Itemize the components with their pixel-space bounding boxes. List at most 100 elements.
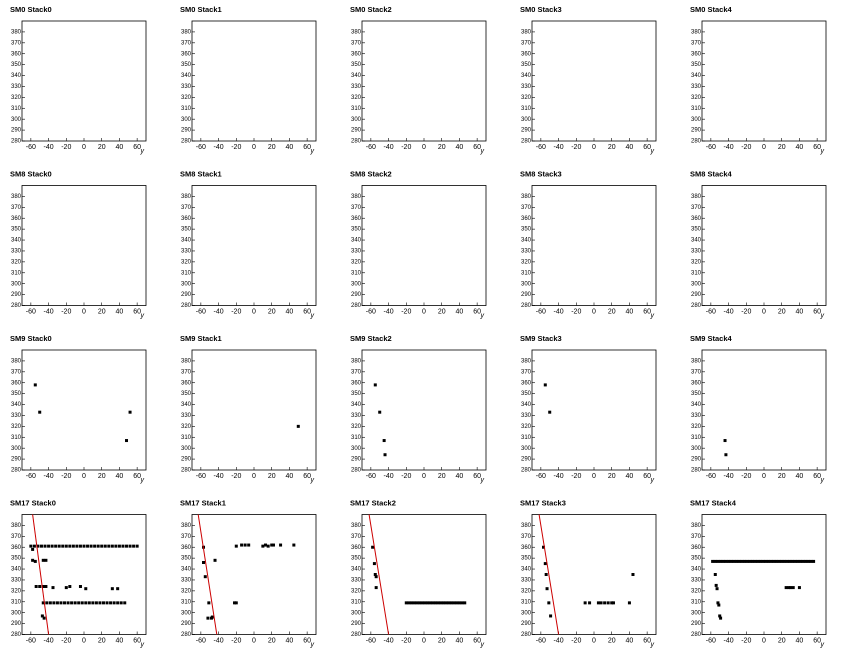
y-tick-label: 350: [11, 62, 22, 68]
hit-point: [737, 559, 741, 563]
y-tick-label: 290: [11, 621, 22, 627]
y-tick-label: 320: [351, 95, 362, 101]
plot-frame: [21, 349, 147, 471]
y-tick-label: 330: [11, 578, 22, 584]
y-tick-label: 310: [691, 270, 702, 276]
x-tick-label: 60: [303, 144, 311, 151]
hit-point: [806, 559, 810, 563]
hit-point: [44, 558, 48, 562]
y-tick-label: 330: [691, 84, 702, 90]
y-tick-label: 330: [521, 578, 532, 584]
x-axis-label: y: [310, 148, 315, 155]
x-tick-label: 40: [456, 473, 464, 480]
hit-point: [431, 601, 435, 605]
y-tick-label: 350: [351, 556, 362, 562]
x-tick-label: -20: [61, 473, 71, 480]
hit-point: [296, 424, 300, 428]
x-tick-label: -60: [366, 144, 376, 151]
hit-point: [66, 601, 70, 605]
hit-point: [772, 559, 776, 563]
hit-point: [787, 586, 791, 590]
hit-point: [57, 544, 61, 548]
y-tick-label: 350: [11, 227, 22, 233]
hit-point: [84, 601, 88, 605]
hit-point: [54, 544, 58, 548]
hit-point: [86, 544, 90, 548]
y-tick-label: 370: [691, 369, 702, 375]
hit-point: [789, 586, 793, 590]
x-tick-label: -60: [26, 473, 36, 480]
y-tick-label: 310: [181, 270, 192, 276]
x-tick-label: -60: [366, 637, 376, 644]
hit-point: [96, 544, 100, 548]
hit-point: [610, 601, 614, 605]
y-tick-label: 280: [11, 139, 22, 145]
y-tick-label: 280: [181, 303, 192, 309]
x-tick-label: -20: [741, 144, 751, 151]
y-tick-label: 320: [691, 95, 702, 101]
y-tick-label: 370: [521, 40, 532, 46]
y-tick-label: 290: [691, 128, 702, 134]
hit-point: [423, 601, 427, 605]
y-tick-label: 320: [11, 259, 22, 265]
x-tick-label: -20: [741, 637, 751, 644]
hit-point: [240, 543, 244, 547]
y-tick-label: 350: [181, 227, 192, 233]
hit-point: [548, 410, 552, 414]
hit-point: [717, 603, 721, 607]
y-tick-label: 380: [351, 523, 362, 529]
y-tick-label: 320: [351, 588, 362, 594]
x-tick-label: 60: [473, 308, 481, 315]
hit-point: [545, 587, 549, 591]
hit-point: [415, 601, 419, 605]
x-tick-label: -40: [44, 473, 54, 480]
hit-point: [758, 559, 762, 563]
hit-point: [727, 559, 731, 563]
hit-point: [55, 601, 59, 605]
y-tick-label: 350: [691, 62, 702, 68]
hit-point: [603, 601, 607, 605]
plot-frame: [701, 20, 827, 142]
hit-point: [43, 544, 47, 548]
hit-point: [780, 559, 784, 563]
y-tick-label: 340: [11, 567, 22, 573]
hit-point: [713, 573, 717, 576]
y-tick-label: 380: [11, 29, 22, 35]
x-tick-label: -20: [231, 308, 241, 315]
x-tick-label: -20: [571, 308, 581, 315]
hit-point: [543, 562, 547, 566]
hit-point: [455, 601, 459, 605]
hit-point: [213, 558, 217, 562]
y-tick-label: 380: [11, 358, 22, 364]
y-tick-label: 290: [11, 292, 22, 298]
y-tick-label: 370: [521, 369, 532, 375]
x-tick-label: 40: [456, 637, 464, 644]
y-tick-label: 310: [351, 106, 362, 112]
y-tick-label: 310: [521, 106, 532, 112]
y-tick-label: 360: [181, 216, 192, 222]
y-tick-label: 290: [351, 457, 362, 463]
hit-point: [51, 586, 55, 590]
x-tick-label: 60: [133, 637, 141, 644]
y-tick-label: 370: [521, 534, 532, 540]
x-tick-label: 0: [762, 473, 766, 480]
y-tick-label: 320: [351, 424, 362, 430]
hit-point: [73, 601, 77, 605]
x-tick-label: 60: [133, 144, 141, 151]
y-tick-label: 380: [181, 194, 192, 200]
y-tick-label: 330: [351, 578, 362, 584]
plot-frame: [191, 349, 317, 471]
y-tick-label: 350: [351, 391, 362, 397]
hit-point: [78, 544, 82, 548]
hit-point: [41, 558, 45, 562]
y-tick-label: 320: [11, 588, 22, 594]
y-tick-label: 380: [691, 358, 702, 364]
x-axis-label: y: [140, 148, 145, 155]
y-tick-label: 360: [11, 51, 22, 57]
hit-point: [279, 543, 283, 547]
y-tick-label: 280: [691, 139, 702, 145]
hit-point: [374, 575, 378, 579]
hit-point: [774, 559, 778, 563]
hit-point: [40, 614, 44, 618]
